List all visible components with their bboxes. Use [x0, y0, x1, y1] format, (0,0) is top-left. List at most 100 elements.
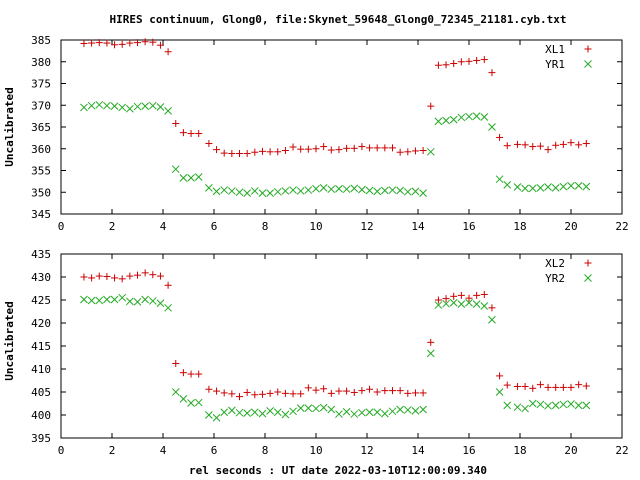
bottom-legend-label-yr2: YR2 [545, 272, 565, 285]
bottom-yr2-point [156, 299, 165, 308]
bottom-x-tick-label: 0 [58, 444, 65, 457]
bottom-xl2-point [266, 389, 274, 397]
top-xl1-point [450, 59, 458, 67]
bottom-xl2-point [434, 296, 442, 304]
top-xl1-point [195, 130, 203, 138]
top-yr1-point [551, 184, 560, 192]
bottom-yr2-point [266, 407, 274, 415]
bottom-xl2-point [320, 385, 328, 393]
top-xl1-point [228, 150, 236, 158]
top-yr1-point [164, 107, 172, 115]
bottom-yr2-point [373, 408, 382, 417]
bottom-yr2-point [465, 298, 473, 307]
bottom-yr2-point [528, 399, 537, 408]
top-xl1-point [552, 141, 560, 149]
bottom-xl2-point [503, 381, 511, 389]
bottom-yr2-point [411, 407, 420, 415]
bottom-yr2-point [187, 399, 195, 407]
top-xl1-point [559, 140, 567, 148]
bottom-yr2-point [559, 400, 568, 409]
top-yr1-point [465, 112, 473, 121]
top-yr1-point [266, 189, 274, 197]
top-xl1-point [141, 38, 149, 46]
top-yr1-point [205, 184, 213, 192]
bottom-yr2-point [148, 297, 157, 305]
bottom-yr2-point [164, 303, 172, 312]
bottom-xl2-point [575, 381, 583, 389]
top-yr1-point [141, 102, 150, 110]
top-yr1-point [125, 104, 134, 113]
top-xl1-point [297, 145, 305, 153]
top-yr1-point [148, 101, 157, 110]
top-yr1-point [319, 184, 328, 192]
top-yr1-point [227, 187, 236, 195]
bottom-yr2-point [419, 405, 427, 414]
bottom-x-tick-label: 2 [109, 444, 116, 457]
bottom-yr2-point [457, 300, 466, 308]
top-x-tick-label: 6 [211, 220, 218, 233]
bottom-xl2-point [179, 369, 187, 377]
top-xl1-point [251, 148, 259, 156]
bottom-legend-marker-xl2 [584, 259, 592, 267]
top-yr1-point [171, 165, 180, 174]
top-yr1-point [396, 186, 405, 195]
bottom-yr2-point [227, 406, 236, 415]
top-yr1-point [426, 147, 435, 156]
bottom-xl2-point [312, 386, 320, 394]
top-y-tick-label: 370 [31, 99, 51, 112]
bottom-legend-marker-yr2 [584, 274, 592, 282]
top-xl1-point [281, 146, 289, 154]
bottom-xl2-point [187, 370, 195, 378]
top-xl1-point [164, 48, 172, 56]
top-yr1-point [480, 113, 489, 121]
top-xl1-point [312, 145, 320, 153]
bottom-yr2-point [95, 296, 104, 305]
top-yr1-point [118, 103, 127, 112]
top-x-tick-label: 22 [615, 220, 628, 233]
top-xl1-point [480, 56, 488, 64]
bottom-yr2-point [250, 408, 259, 417]
top-yr1-point [503, 181, 512, 189]
top-xl1-point [320, 143, 328, 151]
bottom-yr2-point [449, 298, 458, 307]
top-xl1-point [465, 57, 473, 65]
bottom-xl2-point [213, 387, 221, 395]
top-xl1-point [304, 145, 312, 153]
top-xl1-point [582, 140, 590, 148]
bottom-yr2-point [118, 293, 127, 302]
bottom-xl2-point [281, 389, 289, 397]
top-yr1-point [235, 188, 244, 197]
bottom-yr2-point [80, 295, 88, 304]
top-yr1-point [342, 185, 351, 194]
bottom-yr2-point [536, 400, 545, 409]
top-xl1-point [434, 61, 442, 69]
bottom-y-tick-label: 395 [31, 432, 51, 445]
bottom-yr2-point [567, 400, 575, 408]
bottom-xl2-point [172, 359, 180, 367]
top-yr1-point [250, 187, 259, 195]
top-yr1-point [296, 187, 305, 195]
bottom-yr2-point [179, 395, 188, 403]
bottom-yr2-point [205, 411, 213, 419]
top-y-tick-label: 345 [31, 208, 51, 221]
bottom-xl2-point [289, 390, 297, 398]
bottom-yr2-point [350, 410, 359, 418]
top-yr1-point [212, 187, 221, 196]
top-xl1-point [544, 146, 552, 154]
bottom-xl2-point [95, 272, 103, 280]
top-x-tick-label: 20 [564, 220, 577, 233]
top-yr1-point [281, 187, 290, 195]
bottom-x-tick-label: 22 [615, 444, 628, 457]
top-xl1-point [503, 142, 511, 150]
top-y-tick-label: 350 [31, 186, 51, 199]
bottom-xl2-point [496, 372, 504, 380]
top-xl1-point [149, 38, 157, 46]
bottom-yr2-point [319, 403, 328, 412]
bottom-xl2-point [389, 387, 396, 395]
bottom-yr2-point [235, 408, 244, 417]
bottom-yr2-point [243, 409, 252, 418]
bottom-yr2-point [365, 408, 374, 417]
bottom-y-tick-label: 435 [31, 248, 51, 261]
bottom-xl2-point [327, 389, 335, 397]
